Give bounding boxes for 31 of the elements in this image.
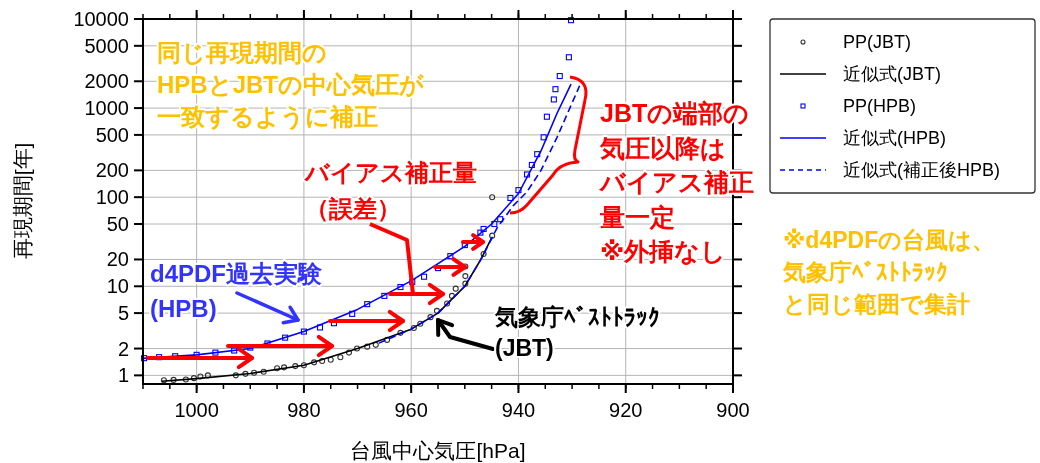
legend-label: 近似式(HPB) <box>843 128 946 148</box>
y-tick-label: 500 <box>95 123 129 146</box>
y-tick-label: 5 <box>117 302 129 325</box>
x-tick-label: 980 <box>287 399 321 421</box>
y-tick-label: 200 <box>95 159 129 182</box>
y-tick-label: 1 <box>117 364 129 387</box>
annotation: 同じ再現期間のHPBとJBTの中心気圧が一致するように補正 <box>157 38 425 131</box>
y-tick-label: 10000 <box>73 8 129 30</box>
x-tick-label: 900 <box>716 399 750 421</box>
legend-label: 近似式(補正後HPB) <box>843 160 1000 180</box>
x-tick-label: 960 <box>394 399 428 421</box>
y-tick-label: 2000 <box>84 70 129 93</box>
annotation: 気象庁ﾍﾞｽﾄﾄﾗｯｸ(JBT) <box>494 304 660 361</box>
text: ※d4PDFの台風は、気象庁ﾍﾞｽﾄﾄﾗｯｸと同じ範囲で集計 <box>782 227 996 317</box>
legend-label: PP(HPB) <box>843 96 917 116</box>
x-tick-label: 920 <box>609 399 643 421</box>
legend-label: PP(JBT) <box>843 32 912 52</box>
y-tick-label: 1000 <box>84 97 129 120</box>
y-tick-label: 20 <box>106 248 129 271</box>
x-tick-label: 940 <box>501 399 536 421</box>
x-axis-title: 台風中心気圧[hPa] <box>350 439 526 462</box>
legend-label: 近似式(JBT) <box>843 64 941 84</box>
y-tick-label: 50 <box>106 213 129 235</box>
y-tick-label: 2 <box>117 337 129 360</box>
annotation: バイアス補正量（誤差） <box>303 158 477 222</box>
y-tick-label: 5000 <box>84 34 129 57</box>
y-axis-title: 再現期間[年] <box>11 142 34 260</box>
y-tick-label: 100 <box>95 186 129 209</box>
annotation: d4PDF過去実験(HPB) <box>150 259 324 322</box>
y-tick-label: 10 <box>106 275 129 298</box>
x-tick-label: 1000 <box>174 399 219 421</box>
